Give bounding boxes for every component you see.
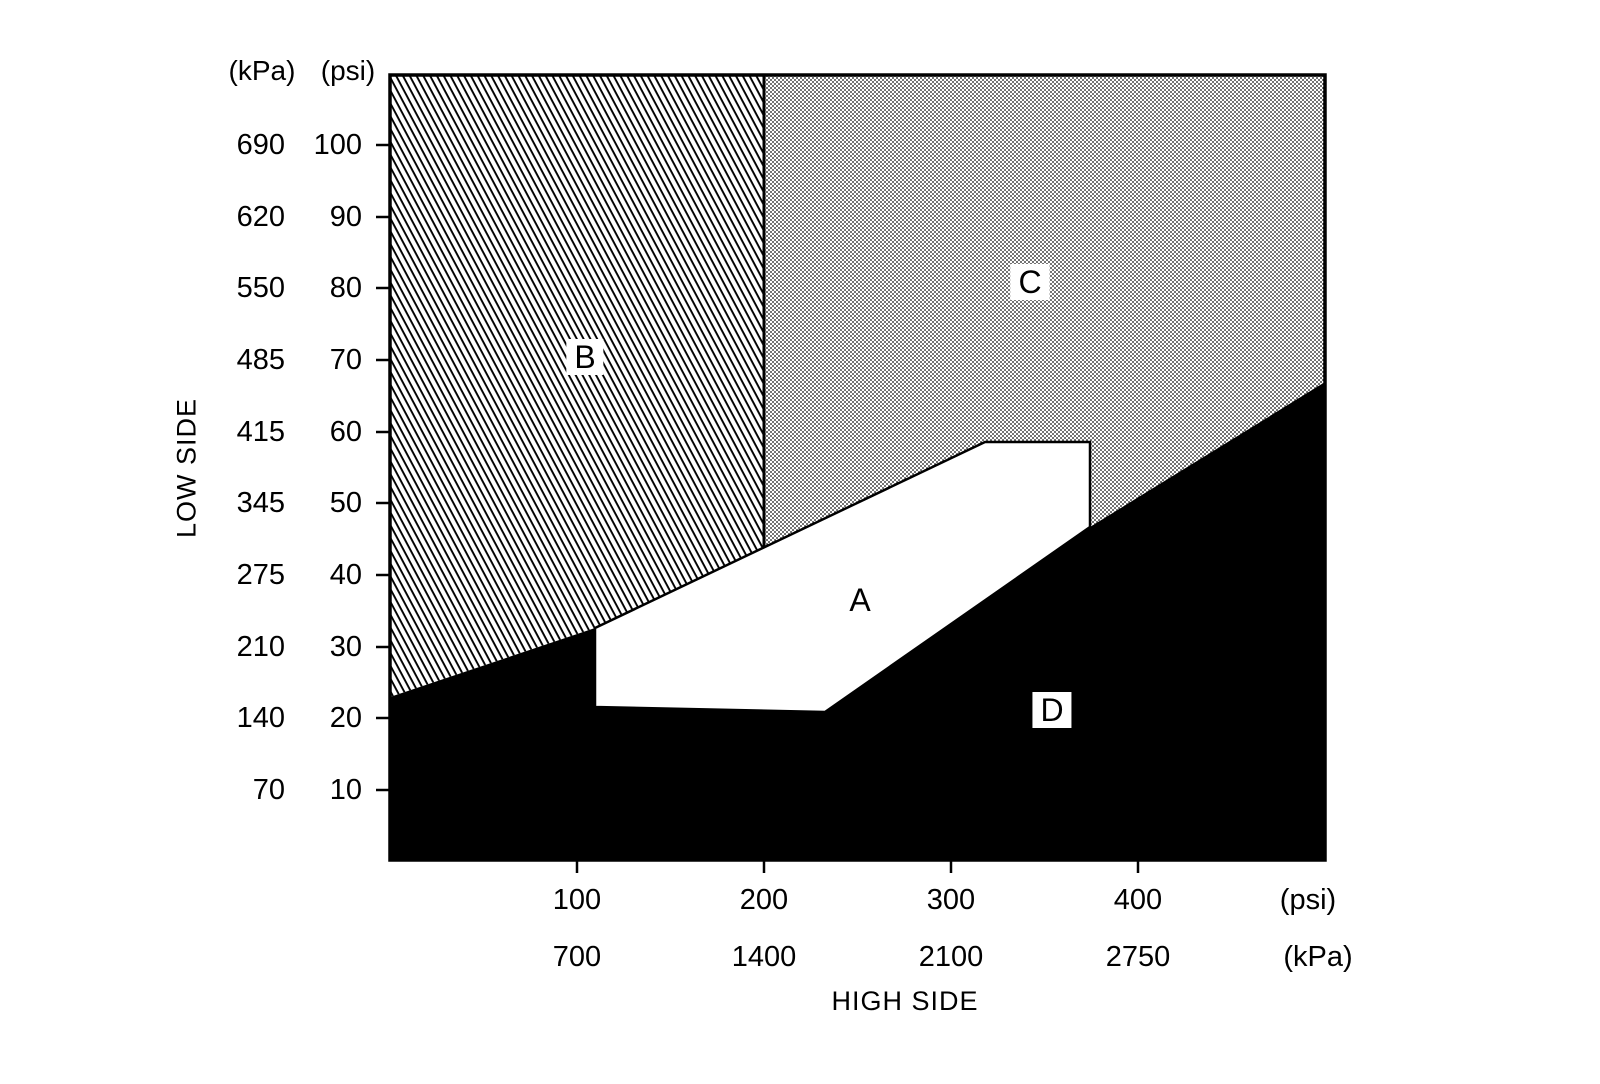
y-tick-psi: 10 (329, 774, 362, 806)
x-tick-psi: 200 (739, 884, 789, 916)
x-tick-kpa: 2100 (918, 941, 984, 973)
y-tick-psi: 60 (329, 416, 362, 448)
x-tick-kpa: 2750 (1105, 941, 1171, 973)
y-row: 345 50 (190, 487, 375, 519)
y-tick-kpa: 70 (252, 774, 285, 806)
x-unit-psi: (psi) (1279, 884, 1337, 916)
y-row: 550 80 (190, 272, 375, 304)
y-tick-kpa: 690 (236, 129, 285, 161)
region-label-a: A (849, 582, 871, 618)
plot-frame (388, 73, 1327, 862)
x-tick-kpa: 1400 (731, 941, 797, 973)
y-tick-psi: 70 (329, 344, 362, 376)
y-tick-kpa: 550 (236, 272, 285, 304)
y-tick-kpa: 140 (236, 702, 285, 734)
x-tick-kpa: 700 (552, 941, 602, 973)
x-tick-psi: 400 (1113, 884, 1163, 916)
x-axis-ticks (575, 860, 1140, 873)
region-a-area (593, 440, 1092, 714)
y-tick-kpa: 620 (236, 201, 285, 233)
y-tick-kpa: 345 (236, 487, 285, 519)
y-tick-kpa: 415 (236, 416, 285, 448)
region-label-b: B (566, 339, 604, 375)
y-tick-kpa: 485 (236, 344, 285, 376)
plot-area (376, 73, 1327, 873)
y-axis-ticks (376, 143, 390, 792)
y-row: 275 40 (190, 559, 375, 591)
y-tick-psi: 20 (329, 702, 362, 734)
y-row: 485 70 (190, 344, 375, 376)
y-tick-psi: 80 (329, 272, 362, 304)
x-tick-psi: 100 (552, 884, 602, 916)
y-row: 210 30 (190, 631, 375, 663)
y-row: 415 60 (190, 416, 375, 448)
x-unit-kpa: (kPa) (1283, 941, 1353, 973)
x-axis-title: HIGH SIDE (831, 986, 979, 1016)
x-tick-psi: 300 (926, 884, 976, 916)
y-row: 70 10 (190, 774, 375, 806)
y-unit-kpa-header: (kPa) (228, 55, 296, 86)
region-d-area (390, 382, 1325, 860)
y-tick-kpa: 210 (236, 631, 285, 663)
region-label-d: D (1032, 692, 1072, 728)
y-unit-psi-header: (psi) (320, 55, 376, 86)
y-row: 690 100 (190, 129, 375, 161)
region-label-c: C (1010, 264, 1050, 300)
y-tick-psi: 50 (329, 487, 362, 519)
y-tick-psi: 100 (313, 129, 362, 161)
y-tick-psi: 90 (329, 201, 362, 233)
y-tick-kpa: 275 (236, 559, 285, 591)
region-b-area (390, 75, 764, 697)
y-row: 620 90 (190, 201, 375, 233)
y-tick-psi: 30 (329, 631, 362, 663)
region-c-area (764, 75, 1325, 548)
y-row: 140 20 (190, 702, 375, 734)
y-tick-psi: 40 (329, 559, 362, 591)
